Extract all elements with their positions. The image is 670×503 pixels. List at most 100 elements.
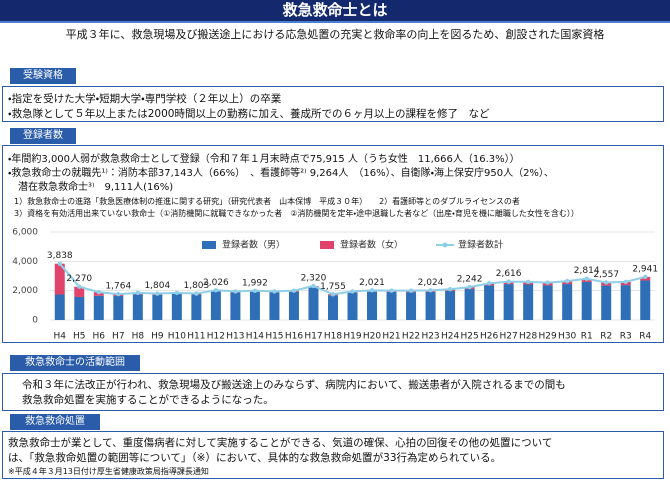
y-tick-label: 2,000	[12, 286, 38, 296]
line-point	[643, 274, 648, 280]
line-point	[389, 288, 394, 293]
bar	[152, 294, 163, 320]
x-tick-label: R3	[620, 332, 632, 342]
data-label: 1,764	[105, 282, 131, 292]
line-point	[272, 289, 277, 294]
x-tick-label: R2	[600, 332, 612, 342]
data-label: 2,242	[457, 275, 483, 285]
line-point	[213, 288, 219, 293]
x-tick-label: H15	[265, 332, 283, 342]
data-label: 2,814	[574, 266, 600, 276]
legend-label: 登録者数（男）	[222, 239, 285, 251]
x-tick-label: H10	[168, 332, 186, 342]
y-tick-label: 0	[32, 316, 38, 326]
line-point	[116, 291, 121, 297]
data-label: 1,992	[242, 278, 268, 288]
section-box	[2, 431, 664, 479]
section-label: 登録者数	[10, 128, 76, 144]
legend-swatch	[442, 242, 448, 248]
x-tick-label: H22	[402, 332, 420, 342]
data-label: 2,320	[301, 273, 327, 283]
x-tick-label: H13	[226, 332, 244, 342]
bar	[249, 291, 260, 320]
x-tick-label: H6	[93, 332, 106, 342]
x-tick-label: H8	[132, 332, 145, 342]
line-point	[57, 261, 62, 266]
x-tick-label: H26	[480, 332, 498, 342]
bar	[54, 263, 65, 295]
line-point	[564, 278, 570, 284]
data-label: 2,557	[593, 270, 619, 280]
line-point	[408, 288, 414, 293]
subtitle: 平成３年に、救急現場及び搬送途上における応急処置の充実と救命率の向上を図るため、…	[65, 28, 605, 41]
line-point	[447, 287, 453, 292]
x-tick-label: R1	[581, 332, 593, 342]
text-line: ・救急救命士の就職先¹⁾：消防本部37,143人（66%） 、看護師等²⁾ 9,…	[8, 168, 554, 179]
line-point	[623, 279, 628, 285]
bar	[523, 284, 534, 320]
x-tick-label: H30	[558, 332, 576, 342]
section-box	[2, 373, 664, 411]
bar	[327, 295, 338, 320]
line-point	[428, 288, 433, 293]
bar	[308, 287, 319, 320]
data-label: 1,803	[183, 281, 209, 291]
line-point	[545, 280, 550, 285]
bar	[93, 295, 104, 320]
text-line: ・指定を受けた大学・短期大学・専門学校（２年以上）の卒業	[8, 93, 282, 105]
line-point	[350, 289, 355, 294]
y-tick-label: 6,000	[12, 228, 38, 238]
line-point	[330, 292, 336, 297]
line-point	[135, 290, 141, 296]
bar	[445, 290, 456, 320]
x-tick-label: H7	[112, 332, 125, 342]
line-point	[291, 288, 297, 293]
bar	[562, 284, 573, 320]
bar	[74, 296, 85, 320]
bar	[581, 281, 592, 320]
section-label: 救急救命士の活動範囲	[10, 355, 140, 371]
bar	[230, 292, 241, 320]
x-tick-label: H19	[343, 332, 361, 342]
line-point	[369, 288, 375, 293]
line-point	[174, 290, 180, 296]
text-line: ・救急隊として５年以上または2000時間以上の勤務に加え、養成所での６ヶ月以上の…	[8, 108, 490, 120]
bar	[113, 295, 124, 320]
bar	[620, 285, 631, 320]
line-point	[506, 279, 511, 284]
x-tick-label: H16	[285, 332, 303, 342]
text-line: ・年間約3,000人弱が救急救命士として登録（令和７年１月末時点で75,915 …	[8, 154, 520, 165]
text-line: 令和３年に法改正が行われ、救急現場及び搬送途上のみならず、病院内において、搬送患…	[22, 379, 566, 391]
x-tick-label: H23	[421, 332, 439, 342]
x-tick-label: H9	[151, 332, 164, 342]
legend-label: 登録者数（女）	[340, 239, 403, 251]
section-box	[2, 145, 664, 343]
bar	[347, 292, 358, 320]
line-point	[96, 289, 101, 295]
bar	[74, 286, 85, 297]
line-point	[467, 284, 472, 290]
x-tick-label: H25	[460, 332, 478, 342]
bar	[406, 292, 417, 320]
bar	[425, 291, 436, 320]
text-line: 救急救命処置を実施することができるようになった。	[22, 394, 274, 406]
bar	[640, 280, 651, 320]
x-tick-label: H27	[500, 332, 518, 342]
data-label: 2,024	[418, 278, 444, 288]
data-label: 2,941	[632, 264, 658, 274]
line-point	[233, 289, 238, 294]
x-tick-label: H5	[73, 332, 86, 342]
x-tick-label: H17	[304, 332, 322, 342]
note: 3）資格を有効活用出来ていない救命士（①消防機関に就職できなかった者 ②消防機関…	[14, 209, 579, 218]
y-tick-label: 4,000	[12, 257, 38, 267]
legend-swatch	[320, 241, 334, 249]
page-title: 救急救命士とは	[0, 0, 670, 23]
section-label: 受験資格	[10, 68, 76, 84]
bar	[54, 294, 65, 320]
line-point	[486, 281, 492, 286]
line-point	[155, 291, 160, 296]
legend-label: 登録者数計	[458, 239, 503, 251]
section-label: 救急救命処置	[10, 414, 100, 430]
data-label: 2,026	[203, 278, 229, 288]
bar	[132, 294, 143, 320]
